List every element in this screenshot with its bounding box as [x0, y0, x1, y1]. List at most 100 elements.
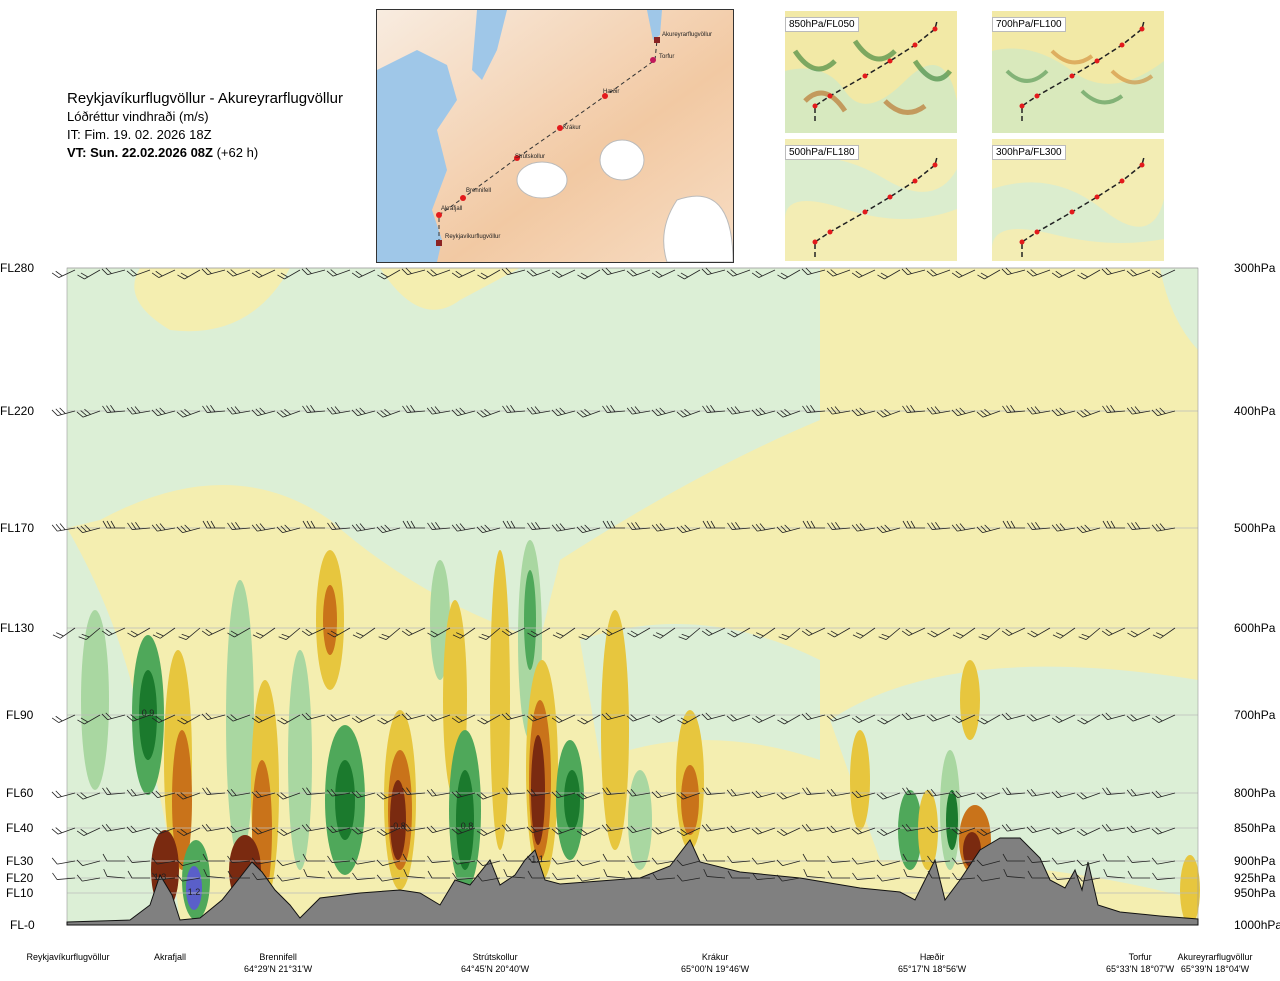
- map-label-akureyri: Akureyrarflugvöllur: [662, 32, 712, 38]
- wind-barb-r1-feather: [505, 267, 512, 274]
- wind-barb-r5-feather: [626, 715, 634, 722]
- wind-barb-r7: [776, 827, 801, 836]
- wind-barb-r2: [1051, 407, 1076, 417]
- wind-barb-r5-feather: [1005, 712, 1012, 719]
- wind-barb-r7-shaft: [907, 827, 926, 832]
- wind-barb-r1: [426, 269, 451, 277]
- wind-barb-r9: [176, 874, 201, 882]
- wind-barb-r6-feather: [602, 787, 608, 795]
- wind-barb-r9-feather: [127, 870, 133, 879]
- wind-barb-r1-feather: [355, 270, 363, 277]
- wind-barb-r1: [877, 269, 901, 280]
- wind-barb-r2-feather: [802, 405, 808, 413]
- wind-barb-r2-feather: [184, 408, 191, 415]
- wind-barb-r3: [827, 522, 851, 530]
- wind-barb-r6-feather: [1106, 787, 1112, 795]
- wind-barb-r8-feather: [727, 855, 733, 863]
- route-map: Akureyrarflugvöllur Torfur Hæðir Krákur …: [376, 9, 734, 263]
- wind-barb-r8: [176, 859, 201, 867]
- wind-barb-r1-feather: [980, 272, 989, 278]
- wind-barb-r3: [602, 520, 625, 529]
- wind-barb-r6: [476, 792, 501, 800]
- wind-barb-r8: [1027, 855, 1051, 863]
- wind-barb-r6-feather: [80, 792, 88, 799]
- wind-barb-r4: [178, 627, 201, 640]
- wind-barb-r4-shaft: [885, 627, 901, 640]
- wind-barb-r5-feather: [1105, 712, 1112, 719]
- wind-barb-r4-shaft: [1134, 627, 1151, 638]
- wind-barb-r1: [551, 269, 576, 278]
- wind-barb-r1-shaft: [1158, 269, 1176, 278]
- wind-barb-r2-shaft: [1082, 410, 1101, 418]
- wind-barb-r1-shaft: [807, 269, 826, 276]
- wind-barb-r4: [778, 627, 801, 640]
- wind-barb-r1-feather: [951, 272, 959, 278]
- wind-barb-r8-shaft: [657, 860, 676, 865]
- sea-west: [377, 50, 457, 262]
- wind-barb-r6-feather: [1130, 788, 1137, 796]
- wind-barb-r9: [903, 868, 926, 879]
- wind-barb-r3: [951, 523, 976, 532]
- wind-barb-r8: [502, 853, 525, 862]
- wind-barb-r3-feather: [1035, 522, 1041, 530]
- wind-barb-r9-feather: [903, 868, 908, 877]
- wind-barb-r3-shaft: [1157, 527, 1176, 532]
- wind-barb-r1-feather: [805, 267, 812, 274]
- wind-barb-r2-feather: [680, 410, 688, 417]
- wind-barb-r5-feather: [805, 712, 812, 719]
- wind-barb-r3-feather: [331, 522, 337, 530]
- wind-barb-r7-shaft: [1132, 827, 1151, 834]
- wind-barb-r7: [1101, 823, 1126, 832]
- wind-barb-r2-feather: [434, 406, 441, 413]
- wind-barb-r3-shaft: [857, 527, 876, 532]
- wind-barb-r2-feather: [906, 405, 912, 413]
- wind-barb-r7: [651, 827, 676, 835]
- wind-barb-r4-feather: [678, 636, 687, 640]
- wind-barb-r7: [701, 823, 726, 832]
- map-point-strutskollur: [514, 155, 520, 161]
- wind-barb-r6-shaft: [232, 792, 251, 797]
- wind-barb-r5-feather: [1130, 714, 1138, 721]
- wind-barb-r7: [1076, 827, 1101, 836]
- wind-barb-r2: [626, 406, 651, 415]
- wind-barb-r3: [351, 523, 376, 532]
- wind-barb-r1-feather: [1030, 269, 1038, 276]
- wind-barb-r5-feather: [126, 715, 134, 722]
- wind-barb-r2-feather: [934, 406, 941, 413]
- wind-barb-r8-feather: [176, 859, 183, 866]
- wind-barb-r4-shaft: [960, 627, 976, 639]
- wind-barb-r9-feather: [1027, 870, 1033, 879]
- wind-barb-r4-feather: [278, 636, 287, 640]
- wind-barb-r6-feather: [206, 787, 212, 795]
- wind-barb-r6-feather: [1030, 788, 1037, 796]
- wind-barb-r6-shaft: [707, 792, 726, 795]
- wind-barb-r3: [576, 524, 601, 534]
- wind-barb-r8-feather: [751, 857, 758, 865]
- wind-barb-r8-shaft: [282, 860, 301, 867]
- wind-barb-r3-shaft: [57, 527, 76, 532]
- wind-barb-r1: [651, 269, 676, 278]
- wind-barb-r1-shaft: [58, 269, 76, 278]
- wind-barb-r6-feather: [1002, 787, 1008, 795]
- wind-barb-r6-feather: [906, 787, 912, 795]
- wind-barb-r7: [276, 827, 301, 836]
- wind-barb-r3: [502, 520, 525, 529]
- wind-barb-r8-shaft: [482, 860, 501, 867]
- wind-barb-r7: [426, 825, 451, 834]
- wind-barb-r2-feather: [759, 407, 766, 414]
- wind-barb-r9-feather: [576, 874, 583, 882]
- wind-barb-r1-shaft: [358, 269, 376, 278]
- wind-barb-r3-feather: [202, 520, 208, 529]
- wind-barb-r2: [726, 406, 751, 415]
- wind-barb-r6-feather: [226, 789, 233, 797]
- map-point-torfur: [650, 57, 656, 63]
- wind-barb-r9-shaft: [357, 877, 376, 880]
- wind-barb-r7: [876, 827, 901, 836]
- wind-barb-r2-feather: [210, 405, 216, 413]
- wind-barb-r3-feather: [735, 522, 741, 530]
- wind-barb-r7-feather: [126, 826, 133, 833]
- wind-barb-r3-shaft: [757, 527, 776, 532]
- wind-barb-r5-shaft: [1058, 714, 1076, 723]
- wind-barb-r4-feather: [81, 633, 90, 638]
- wind-barb-r2-feather: [206, 405, 212, 413]
